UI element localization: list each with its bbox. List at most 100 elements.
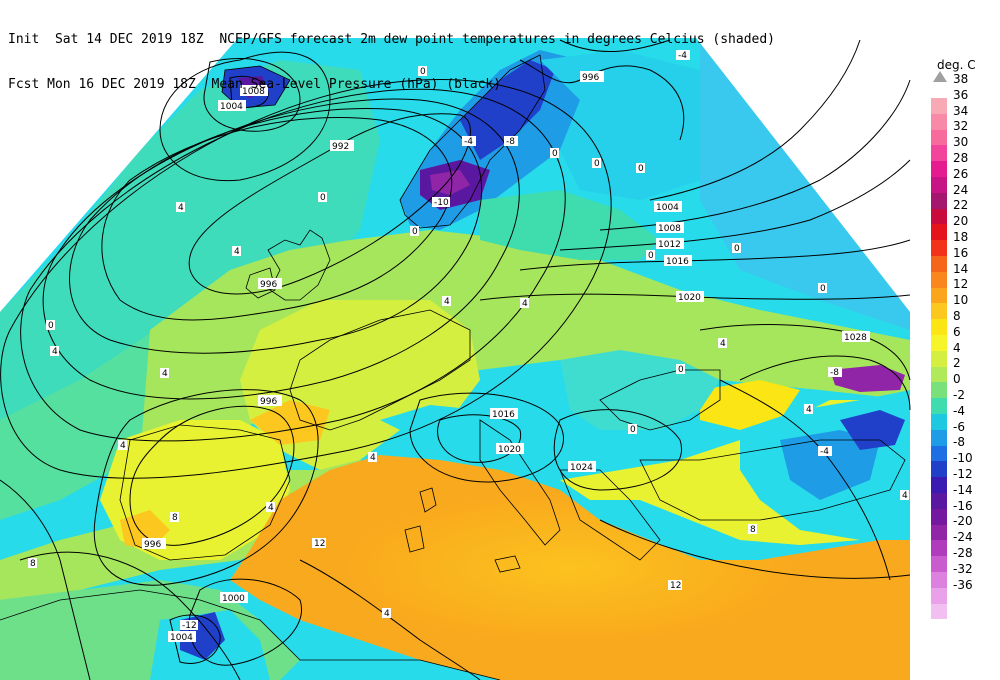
legend-swatch	[931, 477, 947, 493]
dewpoint-label: 8	[748, 524, 757, 535]
legend-level-label: 38	[953, 72, 969, 86]
dewpoint-label: 4	[520, 298, 529, 309]
legend-level-label: -14	[953, 482, 973, 497]
dewpoint-label: 4	[266, 502, 275, 513]
svg-text:4: 4	[370, 453, 376, 463]
svg-text:4: 4	[384, 609, 390, 619]
legend-swatch	[931, 208, 947, 225]
dewpoint-label: -4	[676, 50, 690, 61]
dewpoint-pressure-map: 1008 1004 992 996 996 996 996 1000 1004 …	[0, 38, 911, 680]
svg-text:4: 4	[806, 405, 812, 415]
svg-text:1016: 1016	[666, 257, 689, 267]
svg-text:1004: 1004	[220, 102, 243, 112]
svg-text:996: 996	[144, 540, 161, 550]
isobar-label: 1020	[496, 443, 524, 455]
dewpoint-label: 0	[418, 66, 427, 77]
svg-text:12: 12	[670, 581, 681, 591]
legend-level-label: 36	[953, 87, 969, 102]
legend-swatch	[931, 571, 947, 588]
svg-text:8: 8	[750, 525, 756, 535]
legend-swatch	[931, 540, 947, 557]
svg-text:0: 0	[648, 251, 654, 261]
isobar-label: 1028	[842, 331, 870, 343]
legend-swatch	[931, 382, 947, 399]
legend-swatch	[931, 350, 947, 367]
legend-level-label: 10	[953, 293, 969, 308]
isobar-label: 1024	[568, 461, 596, 473]
svg-text:-12: -12	[182, 621, 197, 631]
isobar-label: 1012	[656, 238, 684, 250]
legend-swatch	[931, 98, 947, 114]
svg-text:-8: -8	[830, 368, 839, 378]
isobar-label: 1004	[218, 100, 246, 112]
dewpoint-label: 0	[46, 320, 55, 331]
svg-text:1012: 1012	[658, 240, 681, 250]
coastlines	[0, 54, 906, 680]
svg-text:12: 12	[314, 539, 325, 549]
svg-text:996: 996	[260, 397, 277, 407]
svg-text:0: 0	[594, 159, 600, 169]
isobar-label: 1016	[664, 255, 692, 267]
svg-text:0: 0	[552, 149, 558, 159]
dewpoint-label: 4	[160, 368, 169, 379]
legend-swatch	[931, 240, 947, 256]
legend-level-label: -24	[953, 530, 973, 545]
legend-swatch	[931, 587, 947, 604]
isobars	[0, 39, 911, 680]
legend-level-label: 18	[953, 230, 969, 244]
svg-text:4: 4	[234, 247, 240, 257]
dewpoint-label: -10	[432, 197, 450, 208]
legend-level-label: 30	[953, 135, 969, 150]
legend-swatch	[931, 429, 947, 446]
legend-level-label: 16	[953, 245, 969, 260]
dewpoint-label: 0	[676, 364, 685, 375]
legend-swatch	[931, 492, 947, 509]
isobar-label: 996	[258, 278, 282, 290]
svg-text:1008: 1008	[658, 224, 681, 234]
legend-swatch	[931, 113, 947, 130]
dewpoint-label: -4	[462, 136, 476, 147]
svg-text:4: 4	[178, 203, 184, 213]
legend-swatch	[931, 176, 947, 193]
legend-level-label: 6	[953, 324, 961, 339]
isobar-label: 996	[580, 71, 604, 83]
svg-text:0: 0	[734, 244, 740, 254]
legend-swatch	[931, 287, 947, 304]
legend-level-label: 32	[953, 119, 969, 134]
svg-text:1028: 1028	[844, 333, 867, 343]
svg-text:4: 4	[162, 369, 168, 379]
dewpoint-label: 0	[628, 424, 637, 435]
legend-level-label: -20	[953, 514, 973, 529]
legend-level-label: -12	[953, 467, 973, 481]
dewpoint-label: 4	[442, 296, 451, 307]
svg-text:1020: 1020	[498, 445, 521, 455]
header-forecast-line: Fcst Mon 16 DEC 2019 18Z Mean Sea-Level …	[8, 77, 502, 92]
legend-swatch	[931, 508, 947, 525]
legend-level-label: 28	[953, 151, 969, 165]
isobar-label: 996	[258, 395, 282, 407]
legend-level-label: 0	[953, 372, 961, 387]
legend-swatch	[931, 461, 947, 478]
legend-level-label: -16	[953, 498, 973, 513]
legend-swatch	[931, 524, 947, 541]
legend-swatch	[931, 192, 947, 209]
legend-level-label: 12	[953, 277, 969, 292]
svg-text:0: 0	[412, 227, 418, 237]
legend-level-label: 34	[953, 103, 969, 118]
svg-text:1024: 1024	[570, 463, 593, 473]
legend-swatch	[931, 445, 947, 462]
legend-level-label: 2	[953, 356, 961, 371]
legend-swatch	[931, 129, 947, 146]
svg-text:1004: 1004	[170, 633, 193, 643]
isobar-label: 1008	[240, 85, 268, 97]
dewpoint-label: -8	[504, 136, 518, 147]
legend-level-label: 8	[953, 309, 961, 323]
isobar-label: 996	[142, 538, 166, 550]
isobar-labels: 1008 1004 992 996 996 996 996 1000 1004 …	[142, 71, 870, 643]
dewpoint-label: 4	[718, 338, 727, 349]
dewpoint-label: -8	[828, 367, 842, 378]
legend-color-bar	[931, 98, 947, 620]
svg-text:0: 0	[48, 321, 54, 331]
svg-text:1008: 1008	[242, 87, 265, 97]
isobar-label: 1004	[168, 631, 196, 643]
